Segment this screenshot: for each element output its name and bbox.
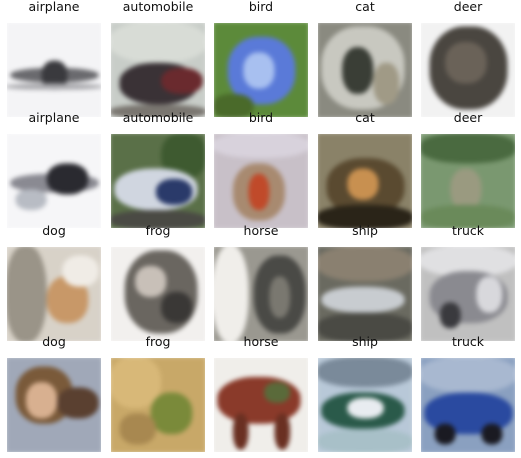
- sample-image-dog: [7, 358, 101, 452]
- sample-image-ship: [318, 247, 412, 341]
- sample-image-horse: [214, 247, 308, 341]
- image-label: frog: [145, 334, 171, 349]
- image-label: horse: [243, 334, 279, 349]
- image-label: cat: [355, 110, 375, 125]
- image-label: automobile: [122, 0, 194, 14]
- image-label: dog: [42, 223, 66, 238]
- image-label: automobile: [122, 110, 194, 125]
- sample-image-airplane: [7, 134, 101, 228]
- image-label: deer: [453, 0, 483, 14]
- sample-image-dog: [7, 247, 101, 341]
- sample-image-bird: [214, 134, 308, 228]
- image-label: deer: [453, 110, 483, 125]
- sample-image-bird: [214, 23, 308, 117]
- sample-image-airplane: [7, 23, 101, 117]
- sample-image-truck: [421, 358, 515, 452]
- sample-image-automobile: [111, 134, 205, 228]
- sample-image-cat: [318, 23, 412, 117]
- sample-image-horse: [214, 358, 308, 452]
- image-label: airplane: [28, 0, 80, 14]
- sample-image-truck: [421, 247, 515, 341]
- sample-image-automobile: [111, 23, 205, 117]
- image-label: truck: [451, 334, 485, 349]
- sample-image-frog: [111, 358, 205, 452]
- sample-image-deer: [421, 134, 515, 228]
- image-label: bird: [248, 110, 274, 125]
- image-label: ship: [352, 334, 378, 349]
- image-label: dog: [42, 334, 66, 349]
- image-label: frog: [145, 223, 171, 238]
- image-label: cat: [355, 0, 375, 14]
- image-label: horse: [243, 223, 279, 238]
- image-label: ship: [352, 223, 378, 238]
- sample-image-ship: [318, 358, 412, 452]
- sample-image-deer: [421, 23, 515, 117]
- sample-image-frog: [111, 247, 205, 341]
- sample-image-cat: [318, 134, 412, 228]
- image-label: bird: [248, 0, 274, 14]
- image-label: truck: [451, 223, 485, 238]
- image-label: airplane: [28, 110, 80, 125]
